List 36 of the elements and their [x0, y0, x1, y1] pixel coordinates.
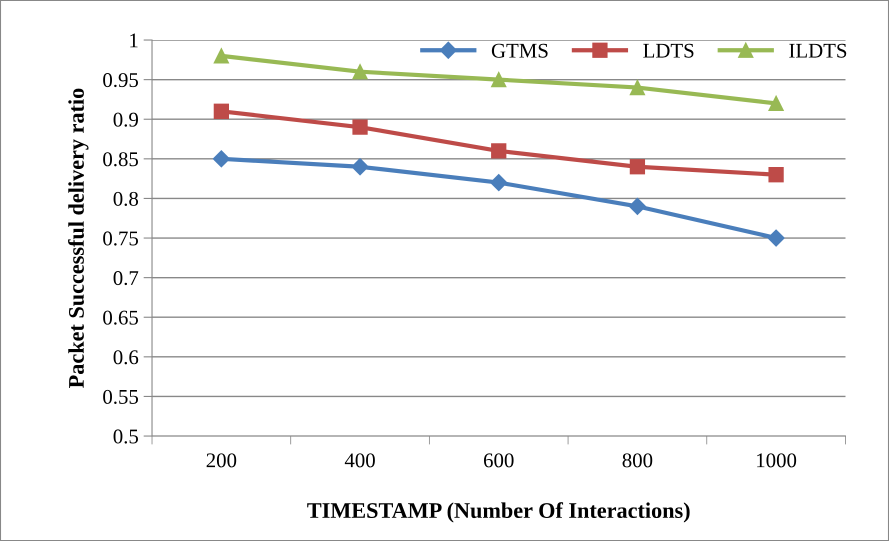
x-tick-label: 800 — [622, 453, 652, 468]
x-tick-label: 200 — [206, 453, 236, 468]
point — [491, 72, 506, 88]
y-tick-label: 0.5 — [114, 429, 138, 444]
x-tick-label: 1000 — [757, 453, 796, 468]
point — [352, 120, 368, 135]
point — [768, 167, 784, 182]
y-tick-label: 1 — [130, 34, 138, 48]
point — [768, 96, 784, 112]
point — [490, 174, 508, 192]
y-tick-label: 0.9 — [114, 112, 138, 127]
y-axis-title: Packet Successful delivery ratio — [68, 88, 88, 388]
point — [630, 80, 646, 96]
y-tick-label: 0.85 — [103, 152, 138, 166]
point — [214, 104, 229, 119]
x-axis-title: TIMESTAMP (Number Of Interactions) — [307, 502, 690, 523]
y-tick-label: 0.7 — [114, 271, 138, 286]
x-tick-label: 400 — [344, 453, 375, 468]
y-tick-label: 0.6 — [114, 350, 138, 364]
legend-label: LDTS — [643, 44, 694, 58]
point — [212, 150, 230, 168]
point — [768, 229, 785, 247]
point — [628, 198, 646, 215]
y-tick-label: 0.75 — [103, 231, 138, 246]
y-tick-label: 0.55 — [103, 390, 138, 404]
point — [351, 158, 369, 176]
x-tick-label: 600 — [484, 453, 514, 468]
point — [352, 64, 368, 80]
y-tick-label: 0.95 — [103, 73, 138, 88]
point — [630, 159, 646, 174]
legend-label: ILDTS — [789, 44, 846, 58]
point — [214, 48, 229, 64]
point — [491, 143, 506, 159]
y-tick-label: 0.65 — [103, 310, 138, 325]
y-tick-label: 0.8 — [114, 192, 138, 206]
legend-label: GTMS — [492, 44, 548, 58]
